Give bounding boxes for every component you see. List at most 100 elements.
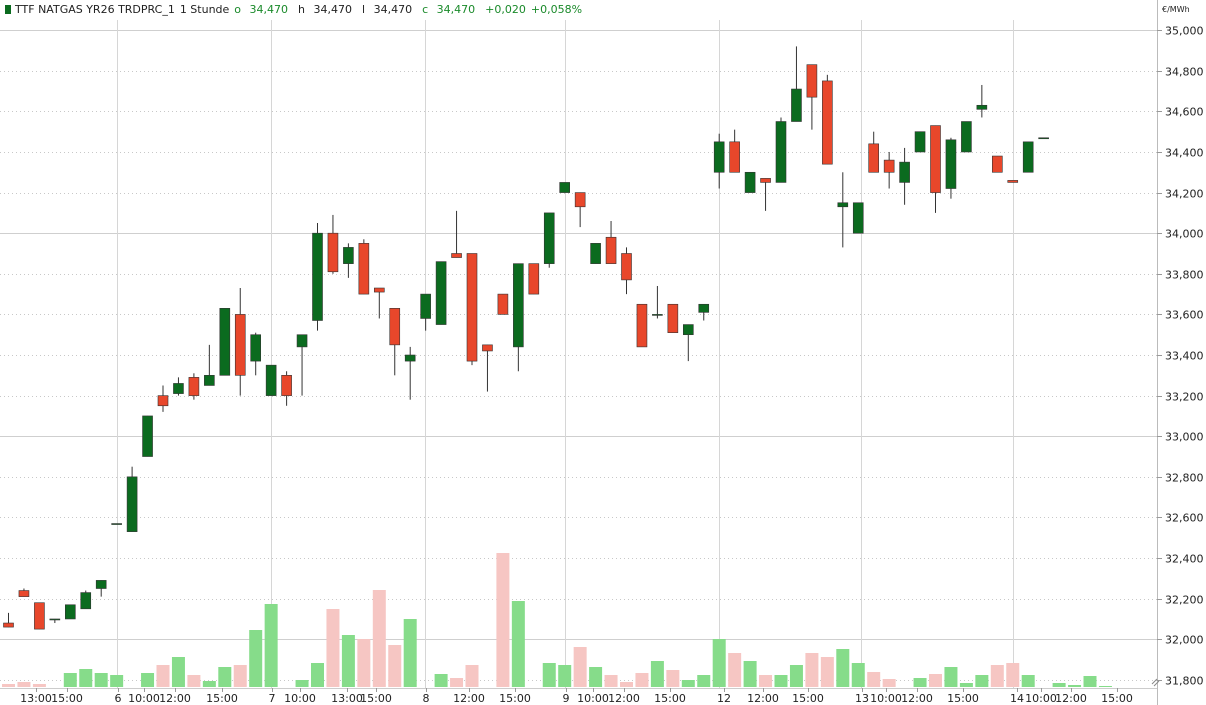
candle-body: [343, 247, 354, 264]
candle: [667, 303, 679, 333]
candle: [497, 293, 509, 315]
candle-body: [945, 139, 957, 189]
candle-body: [698, 303, 710, 313]
candle: [482, 344, 493, 392]
candle-body: [34, 602, 45, 630]
y-tick-label: 32,800: [1165, 472, 1204, 485]
volume-bar: [1083, 676, 1097, 687]
candle: [111, 523, 122, 525]
x-tick-label: 13:00: [20, 692, 52, 705]
candle: [991, 155, 1003, 173]
candle-body: [574, 192, 586, 208]
y-tick-label: 32,200: [1165, 594, 1204, 607]
candle: [713, 133, 725, 189]
volume-bar: [589, 667, 603, 687]
y-tick-label: 32,400: [1165, 553, 1204, 566]
candle: [204, 344, 215, 386]
volume-bar: [79, 669, 93, 687]
candle-body: [1038, 137, 1049, 140]
x-tick-label: 15:00: [1101, 692, 1133, 705]
x-tick-label: 12:00: [747, 692, 779, 705]
low-value: 34,470: [373, 3, 413, 16]
y-tick-label: 32,000: [1165, 634, 1204, 647]
candle: [250, 332, 261, 376]
volume-bar: [326, 609, 340, 687]
volume-bar: [944, 667, 958, 687]
volume-bar: [620, 682, 633, 687]
candle: [420, 293, 431, 331]
candle-body: [173, 383, 184, 394]
volume-bar: [759, 675, 773, 687]
volume-bar: [820, 657, 834, 687]
volume-bar: [542, 663, 556, 687]
volume-bar: [1098, 686, 1112, 687]
close-value: 34,470: [436, 3, 476, 16]
candle: [466, 253, 478, 366]
candle-body: [389, 308, 401, 346]
unit-label: €/MWh: [1162, 5, 1190, 14]
volume-bar: [233, 665, 247, 687]
y-tick-label: 35,000: [1165, 25, 1204, 38]
candle: [729, 129, 740, 173]
candle: [543, 212, 555, 268]
close-label: c: [422, 3, 429, 16]
candle: [791, 46, 802, 122]
volume-bar: [851, 663, 865, 687]
volume-bar: [434, 674, 448, 687]
symbol-name: TTF NATGAS YR26 TRDPRC_1: [15, 3, 175, 16]
candle-body: [559, 182, 571, 193]
volume-bar: [249, 630, 263, 687]
candle-body: [466, 253, 478, 362]
volume-bar: [372, 590, 386, 687]
candle: [930, 125, 941, 213]
y-tick-label: 33,000: [1165, 431, 1204, 444]
y-tick-label: 33,800: [1165, 269, 1204, 282]
volume-bar: [218, 667, 232, 687]
candlestick-icon: [5, 5, 11, 14]
candle-body: [420, 293, 431, 319]
volume-bar: [805, 653, 819, 687]
volume-bar: [697, 675, 711, 687]
candle-body: [528, 263, 540, 295]
y-tick-label: 34,800: [1165, 66, 1204, 79]
candle: [1007, 180, 1019, 183]
candle: [883, 151, 895, 189]
volume-bar: [141, 673, 155, 687]
x-tick-label: 10:00: [1025, 692, 1057, 705]
x-tick-label: 12: [717, 692, 731, 705]
candle: [281, 371, 292, 406]
candle-body: [80, 592, 92, 610]
candle-body: [281, 375, 292, 396]
candle-body: [1007, 180, 1019, 183]
candle: [95, 580, 107, 597]
candle-body: [837, 202, 849, 208]
volume-bar: [650, 661, 664, 687]
candle: [682, 324, 694, 362]
candle: [559, 182, 571, 193]
volume-bar: [635, 673, 649, 687]
volume-bar: [959, 683, 973, 687]
x-tick-label: 10:00: [870, 692, 902, 705]
candle: [34, 602, 45, 630]
candle: [852, 202, 864, 234]
x-tick-label: 12:00: [453, 692, 485, 705]
y-tick-label: 34,200: [1165, 188, 1204, 201]
candle: [868, 131, 880, 173]
candle: [327, 214, 339, 274]
x-tick-label: 6: [115, 692, 122, 705]
candle-body: [513, 263, 524, 348]
candle-body: [744, 171, 756, 193]
candle-body: [976, 104, 988, 110]
candle-body: [806, 64, 818, 98]
volume-bar: [110, 675, 124, 687]
volume-bar: [311, 663, 324, 687]
candle: [806, 64, 818, 130]
candle-body: [250, 334, 261, 362]
volume-bar: [882, 679, 896, 687]
change-pct-value: +0,058%: [530, 3, 583, 16]
candle-body: [883, 159, 895, 173]
volume-bar: [32, 684, 46, 687]
candle-body: [451, 253, 462, 258]
candle: [343, 243, 354, 278]
